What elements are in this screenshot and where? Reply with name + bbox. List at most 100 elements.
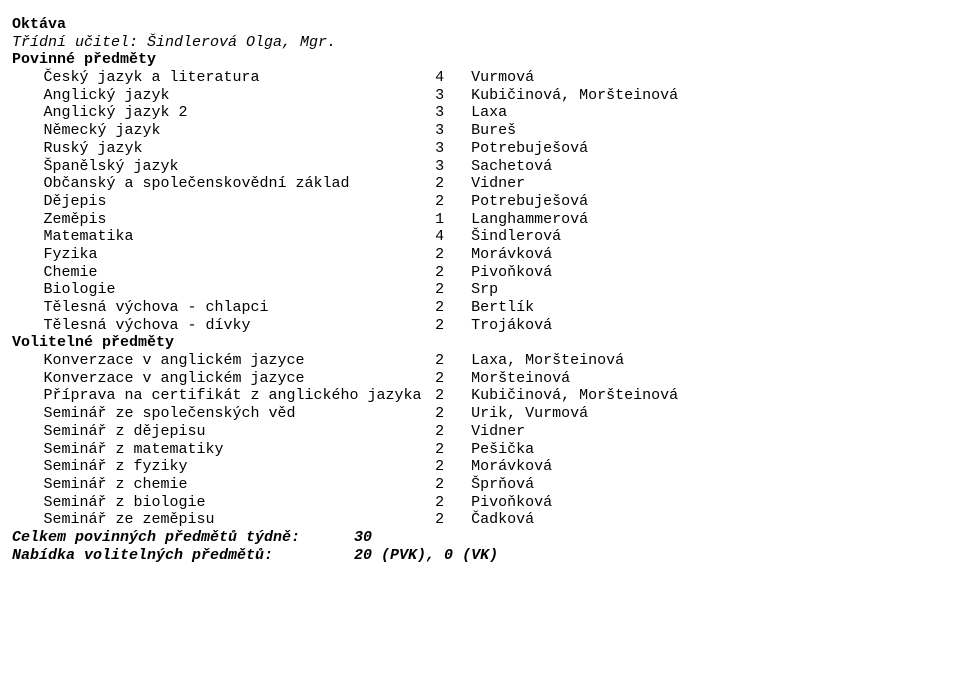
subject-name: Seminář z fyziky [12, 458, 435, 476]
subject-name: Ruský jazyk [12, 140, 435, 158]
subject-teacher: Pivoňková [471, 264, 552, 282]
total-optional-value: 20 (PVK), 0 (VK) [354, 547, 498, 565]
subject-hours: 3 [435, 158, 471, 176]
subject-name: Příprava na certifikát z anglického jazy… [12, 387, 435, 405]
subject-name: Chemie [12, 264, 435, 282]
subject-name: Zeměpis [12, 211, 435, 229]
subject-hours: 2 [435, 193, 471, 211]
subject-teacher: Bureš [471, 122, 516, 140]
subject-row: Španělský jazyk3Sachetová [12, 158, 948, 176]
subject-teacher: Kubičinová, Moršteinová [471, 387, 678, 405]
subject-teacher: Laxa [471, 104, 507, 122]
subject-hours: 2 [435, 317, 471, 335]
subject-teacher: Šprňová [471, 476, 534, 494]
subject-name: Matematika [12, 228, 435, 246]
section-optional-title: Volitelné předměty [12, 334, 948, 352]
subject-row: Německý jazyk3Bureš [12, 122, 948, 140]
subject-name: Seminář ze společenských věd [12, 405, 435, 423]
subject-teacher: Kubičinová, Moršteinová [471, 87, 678, 105]
subject-teacher: Pivoňková [471, 494, 552, 512]
subject-name: Tělesná výchova - dívky [12, 317, 435, 335]
subject-hours: 2 [435, 405, 471, 423]
subject-name: Konverzace v anglickém jazyce [12, 370, 435, 388]
subject-row: Tělesná výchova - chlapci2Bertlík [12, 299, 948, 317]
total-mandatory-row: Celkem povinných předmětů týdně: 30 [12, 529, 948, 547]
subject-row: Anglický jazyk3Kubičinová, Moršteinová [12, 87, 948, 105]
subject-hours: 2 [435, 246, 471, 264]
subject-teacher: Langhammerová [471, 211, 588, 229]
subject-name: Anglický jazyk [12, 87, 435, 105]
subject-name: Fyzika [12, 246, 435, 264]
subject-row: Ruský jazyk3Potrebuješová [12, 140, 948, 158]
subject-hours: 2 [435, 511, 471, 529]
subject-teacher: Moršteinová [471, 370, 570, 388]
subject-row: Konverzace v anglickém jazyce2Moršteinov… [12, 370, 948, 388]
subject-hours: 3 [435, 122, 471, 140]
subject-name: Německý jazyk [12, 122, 435, 140]
subject-row: Matematika4Šindlerová [12, 228, 948, 246]
subject-teacher: Pešička [471, 441, 534, 459]
subject-teacher: Vidner [471, 423, 525, 441]
subject-hours: 3 [435, 87, 471, 105]
subject-hours: 1 [435, 211, 471, 229]
subject-name: Seminář ze zeměpisu [12, 511, 435, 529]
subject-name: Občanský a společenskovědní základ [12, 175, 435, 193]
subject-row: Občanský a společenskovědní základ2Vidne… [12, 175, 948, 193]
subject-row: Seminář ze zeměpisu2Čadková [12, 511, 948, 529]
subject-teacher: Morávková [471, 246, 552, 264]
subject-hours: 2 [435, 299, 471, 317]
subject-teacher: Laxa, Moršteinová [471, 352, 624, 370]
subject-hours: 2 [435, 175, 471, 193]
subject-name: Konverzace v anglickém jazyce [12, 352, 435, 370]
subject-name: Španělský jazyk [12, 158, 435, 176]
subject-row: Příprava na certifikát z anglického jazy… [12, 387, 948, 405]
subject-hours: 2 [435, 441, 471, 459]
subject-row: Seminář ze společenských věd2Urik, Vurmo… [12, 405, 948, 423]
subject-row: Fyzika2Morávková [12, 246, 948, 264]
subject-hours: 2 [435, 264, 471, 282]
subject-row: Seminář z chemie2Šprňová [12, 476, 948, 494]
subject-row: Chemie2Pivoňková [12, 264, 948, 282]
subject-teacher: Urik, Vurmová [471, 405, 588, 423]
subject-hours: 4 [435, 69, 471, 87]
subject-hours: 2 [435, 494, 471, 512]
subject-teacher: Šindlerová [471, 228, 561, 246]
subject-name: Seminář z dějepisu [12, 423, 435, 441]
subject-name: Anglický jazyk 2 [12, 104, 435, 122]
subject-hours: 2 [435, 281, 471, 299]
subject-name: Český jazyk a literatura [12, 69, 435, 87]
subject-teacher: Potrebuješová [471, 140, 588, 158]
subject-name: Dějepis [12, 193, 435, 211]
subject-hours: 3 [435, 104, 471, 122]
subject-name: Seminář z biologie [12, 494, 435, 512]
subject-row: Seminář z fyziky2Morávková [12, 458, 948, 476]
subject-hours: 2 [435, 458, 471, 476]
total-mandatory-value: 30 [354, 529, 372, 547]
class-teacher: Třídní učitel: Šindlerová Olga, Mgr. [12, 34, 948, 52]
subject-row: Dějepis2Potrebuješová [12, 193, 948, 211]
subject-row: Tělesná výchova - dívky2Trojáková [12, 317, 948, 335]
total-optional-row: Nabídka volitelných předmětů: 20 (PVK), … [12, 547, 948, 565]
subject-hours: 2 [435, 370, 471, 388]
optional-subject-list: Konverzace v anglickém jazyce2Laxa, Morš… [12, 352, 948, 529]
subject-teacher: Morávková [471, 458, 552, 476]
subject-hours: 2 [435, 352, 471, 370]
subject-teacher: Sachetová [471, 158, 552, 176]
subject-row: Seminář z matematiky2Pešička [12, 441, 948, 459]
subject-hours: 2 [435, 387, 471, 405]
mandatory-subject-list: Český jazyk a literatura4VurmováAnglický… [12, 69, 948, 334]
class-name: Oktáva [12, 16, 948, 34]
subject-name: Tělesná výchova - chlapci [12, 299, 435, 317]
subject-hours: 2 [435, 476, 471, 494]
total-optional-label: Nabídka volitelných předmětů: [12, 547, 354, 565]
subject-row: Seminář z biologie2Pivoňková [12, 494, 948, 512]
subject-hours: 3 [435, 140, 471, 158]
subject-name: Seminář z chemie [12, 476, 435, 494]
section-mandatory-title: Povinné předměty [12, 51, 948, 69]
subject-row: Český jazyk a literatura4Vurmová [12, 69, 948, 87]
subject-teacher: Trojáková [471, 317, 552, 335]
subject-teacher: Vidner [471, 175, 525, 193]
subject-teacher: Čadková [471, 511, 534, 529]
subject-row: Anglický jazyk 23Laxa [12, 104, 948, 122]
subject-name: Seminář z matematiky [12, 441, 435, 459]
